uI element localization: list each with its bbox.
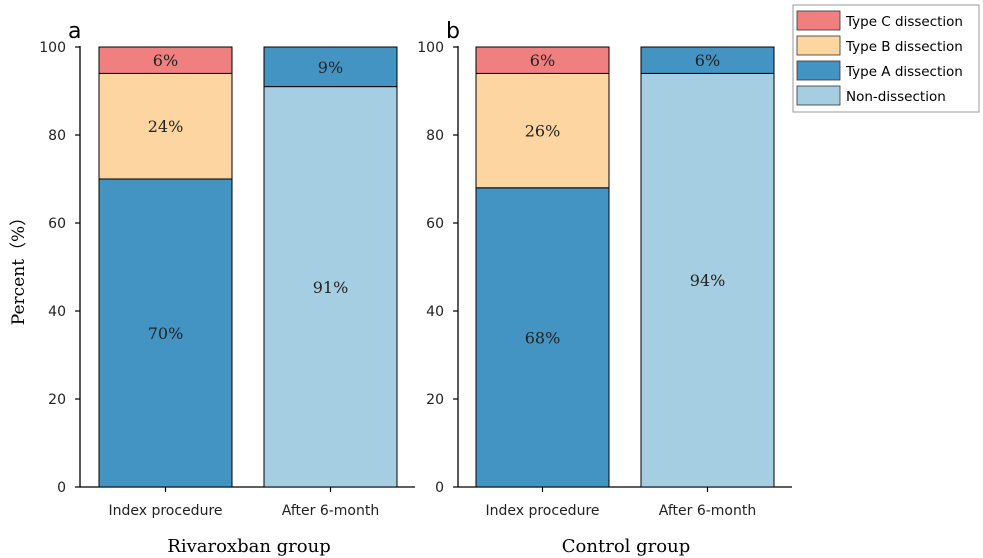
x-tick-label: Index procedure <box>108 503 222 519</box>
y-tick-label: 0 <box>435 480 444 496</box>
bar-segment-type-a-dissection <box>263 46 398 88</box>
bar-segment-non-dissection <box>640 72 775 488</box>
bar-segment-type-c-dissection <box>98 46 233 74</box>
y-tick-label: 20 <box>426 392 444 408</box>
data-label: 91% <box>313 278 349 297</box>
y-tick-label: 100 <box>39 40 66 56</box>
y-tick-label: 0 <box>57 480 66 496</box>
bar-segment-type-b-dissection <box>475 72 610 189</box>
data-label: 24% <box>148 117 184 136</box>
y-tick-label: 60 <box>48 216 66 232</box>
legend: Type C dissection Type B dissection Type A… <box>792 4 980 113</box>
legend-swatch <box>796 60 841 81</box>
data-label: 26% <box>525 122 561 141</box>
chart-panel-b: b 0 20 40 60 80 100 68% 26% 6% Index procedure 94% 6… <box>417 19 792 557</box>
bar-segment-type-a-dissection <box>475 187 610 488</box>
legend-swatch <box>796 35 841 56</box>
legend-swatch <box>796 85 841 106</box>
data-label: 6% <box>695 51 720 70</box>
legend-label: Type A dissection <box>845 64 963 80</box>
x-axis-label: Rivaroxban group <box>167 536 330 557</box>
data-label: 6% <box>530 51 555 70</box>
y-tick-label: 20 <box>48 392 66 408</box>
y-tick-label: 60 <box>426 216 444 232</box>
y-tick-label: 80 <box>48 128 66 144</box>
legend-label: Type C dissection <box>845 14 963 30</box>
x-tick-label: After 6-month <box>659 503 756 519</box>
bar-segment-type-b-dissection <box>98 72 233 180</box>
x-tick-label: After 6-month <box>282 503 379 519</box>
bar-segment-type-c-dissection <box>475 46 610 74</box>
data-label: 70% <box>148 324 184 343</box>
data-label: 68% <box>525 328 561 347</box>
y-tick-label: 40 <box>426 304 444 320</box>
data-label: 94% <box>690 271 726 290</box>
panel-label: a <box>68 19 81 44</box>
legend-label: Type B dissection <box>845 39 963 55</box>
bar-segment-type-a-dissection <box>640 46 775 74</box>
data-label: 6% <box>153 51 178 70</box>
legend-swatch <box>796 10 841 31</box>
chart-panel-a: a 0 20 40 60 80 100 Percent（%） 70% 24% 6% Index pro… <box>9 19 415 557</box>
data-label: 9% <box>318 58 343 77</box>
y-axis-label: Percent（%） <box>9 209 29 325</box>
x-tick-label: Index procedure <box>485 503 599 519</box>
y-tick-label: 80 <box>426 128 444 144</box>
y-tick-label: 40 <box>48 304 66 320</box>
legend-label: Non-dissection <box>846 89 946 105</box>
panel-label: b <box>446 19 460 44</box>
y-tick-label: 100 <box>417 40 444 56</box>
bar-segment-type-a-dissection <box>98 178 233 488</box>
x-axis-label: Control group <box>562 536 690 557</box>
bar-segment-non-dissection <box>263 86 398 488</box>
